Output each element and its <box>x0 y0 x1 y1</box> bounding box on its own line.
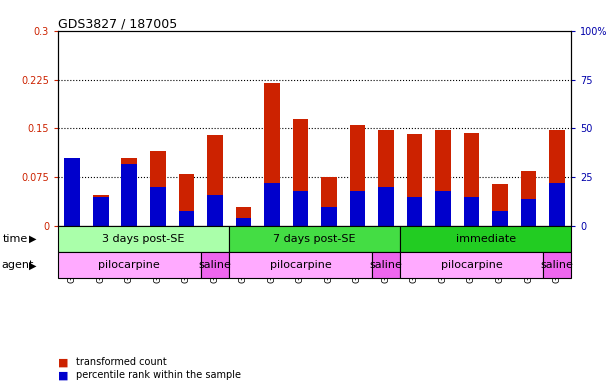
Bar <box>58 226 229 252</box>
Bar <box>549 183 565 226</box>
Text: transformed count: transformed count <box>76 358 167 367</box>
Text: saline: saline <box>541 260 574 270</box>
Bar <box>321 207 337 226</box>
Bar <box>549 130 565 226</box>
Bar <box>371 252 400 278</box>
Bar <box>492 210 508 226</box>
Bar <box>264 183 280 226</box>
Bar <box>349 125 365 226</box>
Bar <box>122 164 137 226</box>
Bar <box>229 252 371 278</box>
Bar <box>178 174 194 226</box>
Text: time: time <box>3 234 28 244</box>
Bar <box>400 252 543 278</box>
Bar <box>378 187 394 226</box>
Bar <box>122 158 137 226</box>
Bar <box>58 252 200 278</box>
Bar <box>378 130 394 226</box>
Bar <box>543 252 571 278</box>
Text: GDS3827 / 187005: GDS3827 / 187005 <box>58 17 177 30</box>
Bar <box>65 158 80 226</box>
Text: ▶: ▶ <box>29 234 37 244</box>
Bar <box>207 135 223 226</box>
Bar <box>200 252 229 278</box>
Text: ■: ■ <box>58 370 68 381</box>
Bar <box>236 218 251 226</box>
Bar <box>293 119 309 226</box>
Text: pilocarpine: pilocarpine <box>98 260 160 270</box>
Bar <box>229 226 400 252</box>
Text: ▶: ▶ <box>29 260 37 270</box>
Text: pilocarpine: pilocarpine <box>269 260 331 270</box>
Bar <box>65 164 80 226</box>
Text: ■: ■ <box>58 358 68 367</box>
Bar <box>178 210 194 226</box>
Bar <box>93 195 109 226</box>
Text: saline: saline <box>370 260 403 270</box>
Bar <box>207 195 223 226</box>
Bar <box>349 191 365 226</box>
Bar <box>150 151 166 226</box>
Text: percentile rank within the sample: percentile rank within the sample <box>76 370 241 381</box>
Bar <box>435 191 451 226</box>
Bar <box>236 207 251 226</box>
Bar <box>492 184 508 226</box>
Bar <box>93 197 109 226</box>
Bar <box>321 177 337 226</box>
Bar <box>464 133 480 226</box>
Text: immediate: immediate <box>456 234 516 244</box>
Bar <box>407 197 422 226</box>
Bar <box>264 83 280 226</box>
Bar <box>521 199 536 226</box>
Text: 3 days post-SE: 3 days post-SE <box>103 234 185 244</box>
Bar <box>521 171 536 226</box>
Bar <box>464 197 480 226</box>
Text: agent: agent <box>1 260 34 270</box>
Bar <box>293 191 309 226</box>
Bar <box>150 187 166 226</box>
Text: pilocarpine: pilocarpine <box>441 260 502 270</box>
Bar <box>435 130 451 226</box>
Bar <box>400 226 571 252</box>
Bar <box>407 134 422 226</box>
Text: saline: saline <box>199 260 232 270</box>
Text: 7 days post-SE: 7 days post-SE <box>273 234 356 244</box>
